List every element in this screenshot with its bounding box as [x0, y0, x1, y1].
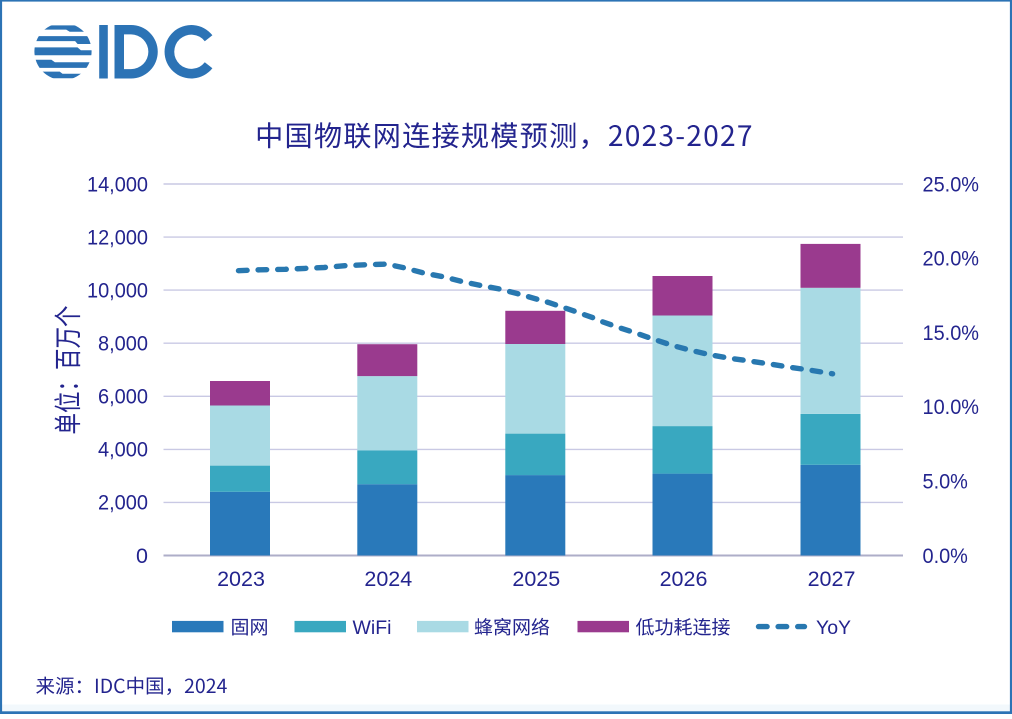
svg-text:2025: 2025 [512, 567, 560, 591]
svg-text:25.0%: 25.0% [923, 172, 980, 196]
svg-text:14,000: 14,000 [87, 172, 148, 196]
svg-text:0.0%: 0.0% [923, 544, 968, 568]
svg-text:6,000: 6,000 [98, 385, 148, 409]
svg-text:2,000: 2,000 [98, 491, 148, 515]
svg-text:10.0%: 10.0% [923, 395, 980, 419]
svg-text:8,000: 8,000 [98, 332, 148, 356]
svg-text:YoY: YoY [816, 617, 851, 639]
svg-text:WiFi: WiFi [353, 617, 392, 639]
svg-text:12,000: 12,000 [87, 225, 148, 249]
svg-text:20.0%: 20.0% [923, 247, 980, 271]
svg-text:2027: 2027 [808, 567, 856, 591]
svg-text:0: 0 [136, 544, 148, 568]
svg-text:15.0%: 15.0% [923, 321, 980, 345]
svg-text:10,000: 10,000 [87, 278, 148, 302]
svg-text:2024: 2024 [364, 567, 412, 591]
svg-text:4,000: 4,000 [98, 438, 148, 462]
svg-text:2023: 2023 [217, 567, 265, 591]
svg-text:5.0%: 5.0% [923, 470, 968, 494]
svg-text:2026: 2026 [660, 567, 708, 591]
